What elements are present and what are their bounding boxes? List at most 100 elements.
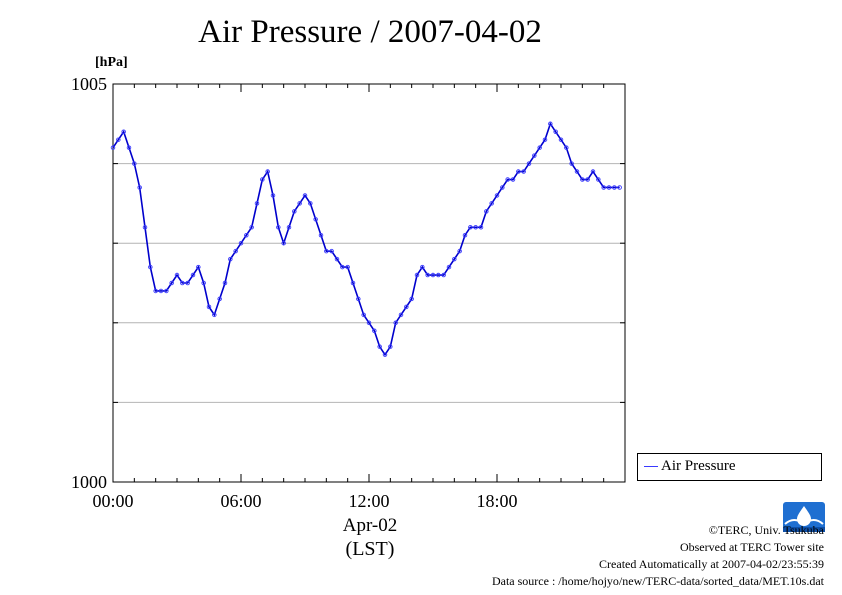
data-point	[292, 209, 297, 214]
data-point	[318, 232, 324, 238]
data-point	[137, 185, 142, 190]
data-point	[201, 280, 206, 286]
data-point	[281, 240, 286, 246]
data-point	[174, 272, 180, 278]
data-point	[228, 256, 233, 262]
data-point	[457, 248, 462, 254]
data-point	[132, 161, 137, 166]
data-point	[532, 153, 537, 158]
footer-source: Data source : /home/hojyo/new/TERC-data/…	[491, 574, 824, 588]
data-point	[164, 288, 169, 294]
data-point	[233, 248, 238, 254]
data-point	[606, 185, 612, 190]
data-point	[169, 280, 174, 286]
data-point	[484, 209, 489, 214]
data-point	[196, 264, 201, 270]
data-point	[265, 169, 270, 174]
data-point	[500, 185, 505, 190]
data-point	[308, 201, 313, 206]
data-point	[110, 145, 116, 150]
data-point	[116, 137, 121, 142]
data-point	[153, 288, 158, 294]
data-point	[372, 328, 377, 334]
data-point	[212, 312, 217, 318]
data-point	[489, 201, 494, 206]
data-point	[478, 225, 484, 230]
x-tick-label: 18:00	[476, 491, 517, 511]
data-point	[617, 185, 622, 190]
data-point	[548, 121, 553, 127]
data-point	[340, 264, 345, 270]
data-point	[217, 296, 222, 302]
data-point	[436, 272, 441, 278]
chart-title: Air Pressure / 2007-04-02	[198, 14, 542, 50]
legend-label: Air Pressure	[661, 458, 736, 474]
legend: Air Pressure	[637, 453, 822, 481]
data-point	[286, 225, 292, 230]
data-point	[329, 248, 334, 254]
data-point	[558, 137, 564, 142]
x-tick-label: 06:00	[220, 491, 261, 511]
data-point	[121, 129, 126, 135]
data-point	[260, 177, 265, 182]
data-point	[430, 272, 436, 278]
x-timezone-label: (LST)	[345, 538, 395, 560]
data-point	[462, 232, 468, 238]
data-point	[350, 280, 356, 286]
data-point	[542, 137, 548, 142]
data-point	[222, 280, 228, 286]
data-point	[238, 240, 244, 246]
data-point	[334, 256, 340, 262]
data-point	[441, 272, 446, 278]
data-point	[142, 225, 148, 230]
data-point	[521, 169, 526, 174]
data-point	[185, 280, 190, 286]
data-point	[297, 201, 302, 206]
data-point	[590, 169, 596, 174]
data-point	[270, 193, 276, 198]
series-air-pressure	[110, 121, 622, 357]
x-tick-label: 00:00	[92, 491, 133, 511]
data-point	[249, 225, 254, 230]
data-point	[510, 177, 516, 182]
data-point	[254, 201, 260, 206]
terc-logo-icon	[783, 502, 825, 532]
axis-ticks	[112, 83, 626, 483]
data-point	[420, 264, 425, 270]
data-point	[126, 145, 132, 150]
data-point	[574, 169, 580, 174]
data-point	[206, 304, 212, 310]
data-point	[468, 225, 473, 230]
data-point	[414, 272, 420, 278]
data-point	[180, 280, 185, 286]
data-point	[569, 161, 574, 166]
data-point	[494, 193, 500, 198]
y-tick-labels: 1000 1005	[71, 74, 107, 492]
data-point	[244, 232, 249, 238]
data-point	[404, 304, 409, 310]
footer-site: Observed at TERC Tower site	[679, 540, 824, 554]
data-point	[361, 312, 366, 318]
data-point	[345, 264, 350, 270]
data-point	[148, 264, 153, 270]
data-point	[425, 272, 430, 278]
data-point	[612, 185, 617, 190]
data-point	[526, 161, 532, 166]
data-point	[452, 256, 457, 262]
data-point	[553, 129, 558, 135]
data-point	[601, 185, 606, 190]
data-point	[190, 272, 196, 278]
data-point	[276, 225, 281, 230]
data-point	[313, 217, 318, 222]
data-point	[393, 320, 398, 326]
data-point	[516, 169, 521, 174]
data-point	[596, 177, 601, 182]
footer-created: Created Automatically at 2007-04-02/23:5…	[599, 557, 824, 571]
data-point	[473, 225, 478, 230]
data-point	[302, 193, 308, 198]
series-line	[112, 122, 620, 357]
data-point	[377, 344, 382, 349]
data-point	[585, 177, 590, 182]
data-point	[580, 177, 585, 182]
data-point	[446, 264, 452, 270]
